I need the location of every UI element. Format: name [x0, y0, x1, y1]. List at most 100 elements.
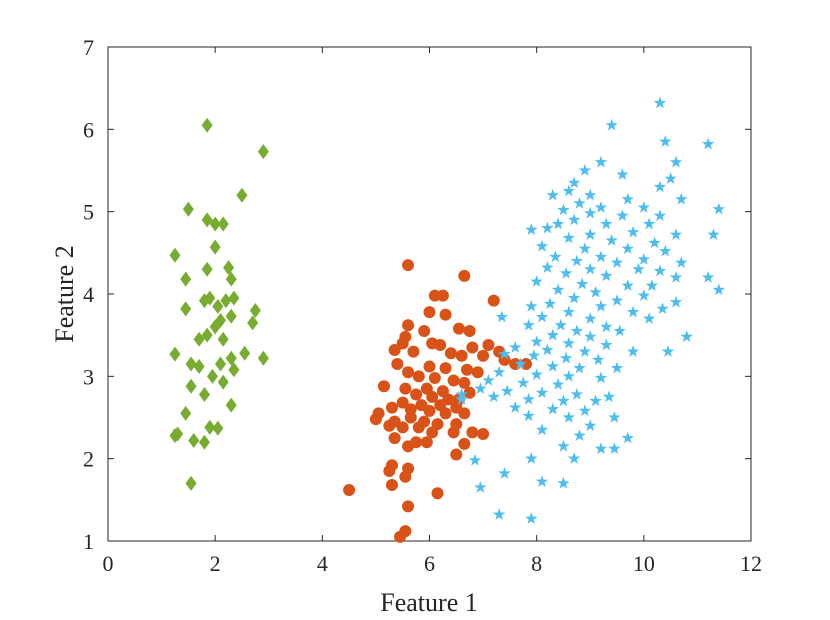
data-point-star: [535, 310, 549, 323]
data-point-diamond: [223, 260, 235, 276]
data-point-circle: [402, 440, 415, 453]
data-point-star: [530, 335, 543, 348]
data-point-star: [608, 411, 621, 423]
data-point-star: [578, 404, 592, 417]
data-point-star: [474, 480, 487, 493]
data-point-circle: [388, 343, 401, 356]
data-point-circle: [420, 436, 433, 449]
y-axis-label: Feature 2: [50, 245, 79, 342]
data-point-circle: [426, 390, 439, 403]
data-point-star: [557, 203, 570, 216]
data-point-star: [594, 299, 608, 312]
data-point-star: [584, 206, 597, 219]
data-point-star: [578, 164, 592, 176]
data-point-star: [712, 283, 726, 296]
data-point-star: [605, 233, 618, 246]
data-point-circle: [458, 407, 471, 420]
data-point-star: [669, 228, 683, 240]
data-point-star: [541, 261, 554, 273]
data-point-circle: [461, 363, 474, 376]
data-point-circle: [458, 269, 471, 282]
data-point-circle: [385, 401, 398, 414]
data-point-star: [592, 353, 605, 366]
data-point-star: [573, 196, 586, 209]
data-point-star: [680, 330, 693, 343]
data-point-star: [578, 345, 592, 357]
data-point-circle: [428, 371, 441, 384]
data-point-circle: [482, 339, 495, 352]
data-point-circle: [343, 483, 356, 496]
data-point-circle: [396, 337, 409, 350]
data-point-star: [594, 371, 608, 384]
data-point-circle: [402, 366, 415, 379]
data-point-circle: [404, 411, 417, 424]
data-point-star: [589, 285, 602, 298]
data-point-circle: [439, 407, 452, 420]
data-point-circle: [434, 339, 447, 352]
data-point-circle: [426, 426, 439, 439]
data-point-circle: [391, 357, 404, 370]
data-point-circle: [404, 403, 417, 416]
data-point-diamond: [201, 261, 213, 277]
data-point-star: [455, 392, 468, 405]
data-point-circle: [439, 308, 452, 321]
data-point-star: [602, 390, 616, 403]
data-point-star: [525, 452, 538, 464]
data-point-star: [613, 324, 626, 337]
data-point-diamond: [206, 368, 218, 384]
data-point-star: [584, 228, 597, 240]
data-point-circle: [402, 319, 415, 332]
data-point-star: [594, 442, 608, 455]
data-point-circle: [407, 345, 420, 358]
data-point-diamond: [239, 345, 251, 361]
data-point-diamond: [217, 331, 229, 347]
data-point-star: [541, 221, 554, 234]
data-point-star: [637, 289, 651, 301]
data-point-circle: [410, 388, 423, 401]
data-point-circle: [431, 487, 444, 500]
data-point-star: [659, 135, 672, 147]
data-point-star: [669, 271, 683, 283]
data-point-circle: [394, 530, 407, 543]
data-point-star: [669, 295, 683, 308]
data-point-circle: [447, 374, 460, 387]
data-point-star: [578, 242, 592, 254]
data-point-circle: [477, 427, 490, 440]
data-point-star: [562, 369, 575, 382]
data-point-star: [551, 378, 565, 390]
data-point-star: [573, 429, 586, 441]
data-point-star: [562, 336, 575, 349]
data-point-star: [621, 431, 634, 444]
data-point-circle: [402, 259, 415, 272]
data-point-star: [621, 192, 634, 205]
data-point-diamond: [209, 239, 221, 255]
data-point-star: [562, 305, 575, 318]
data-point-star: [653, 264, 667, 277]
data-point-diamond: [228, 362, 240, 378]
data-point-diamond: [201, 117, 213, 133]
data-point-diamond: [201, 327, 213, 343]
data-point-star: [643, 312, 656, 324]
data-point-star: [610, 361, 624, 374]
data-point-star: [567, 176, 581, 189]
data-point-diamond: [180, 271, 192, 287]
data-point-star: [549, 250, 562, 263]
data-point-star: [605, 118, 618, 131]
data-point-star: [546, 359, 559, 372]
data-point-diamond: [185, 475, 197, 491]
data-points: [169, 96, 726, 543]
data-point-star: [584, 419, 597, 431]
data-point-diamond: [228, 290, 240, 306]
data-point-diamond: [198, 386, 210, 402]
data-point-diamond: [169, 346, 181, 362]
data-point-star: [517, 376, 530, 389]
data-point-diamond: [201, 212, 213, 228]
x-tick-label: 8: [531, 551, 542, 576]
data-point-star: [562, 184, 575, 197]
data-point-circle: [423, 404, 436, 417]
data-point-circle: [399, 382, 412, 395]
data-point-star: [527, 349, 541, 362]
data-point-diamond: [217, 216, 229, 232]
data-point-circle: [418, 325, 431, 338]
